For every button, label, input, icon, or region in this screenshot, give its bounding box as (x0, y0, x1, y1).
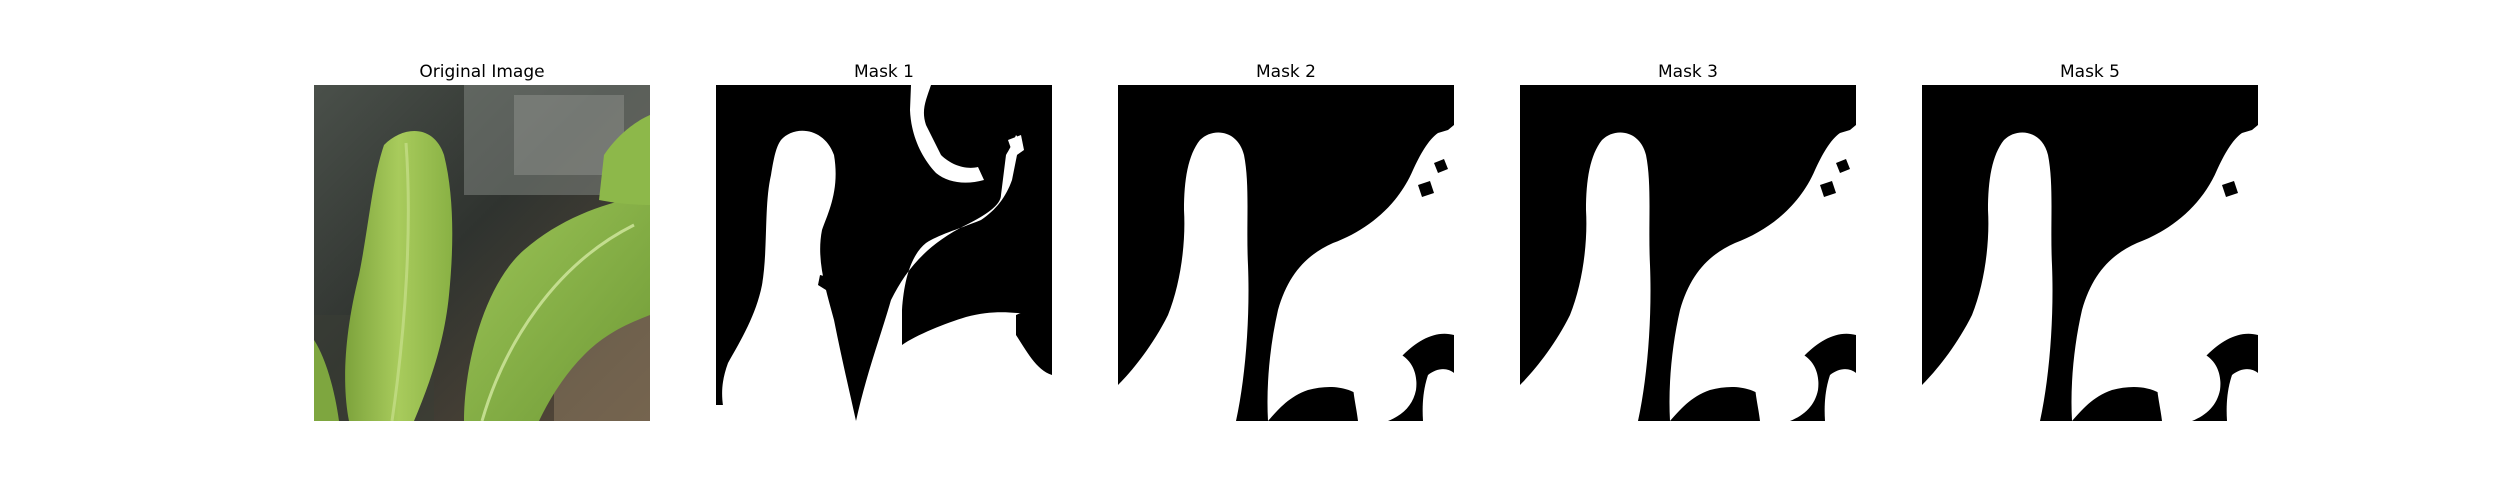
original-leaf-photo (314, 85, 650, 421)
mask-1-image (716, 85, 1052, 421)
panel-title: Mask 2 (1255, 62, 1316, 82)
mask-5-image (1922, 85, 2258, 421)
panel-title: Original Image (419, 62, 545, 82)
mask-3-image (1520, 85, 1856, 421)
panel-mask-1: Mask 1 (716, 60, 1052, 421)
panel-mask-5: Mask 5 (1922, 60, 2258, 421)
panel-title: Mask 3 (1657, 62, 1718, 82)
panel-title: Mask 5 (2059, 62, 2120, 82)
panel-title: Mask 1 (853, 62, 914, 82)
panel-mask-3: Mask 3 (1520, 60, 1856, 421)
panel-mask-2: Mask 2 (1118, 60, 1454, 421)
mask-2-image (1118, 85, 1454, 421)
panel-original-image: Original Image (314, 60, 650, 421)
